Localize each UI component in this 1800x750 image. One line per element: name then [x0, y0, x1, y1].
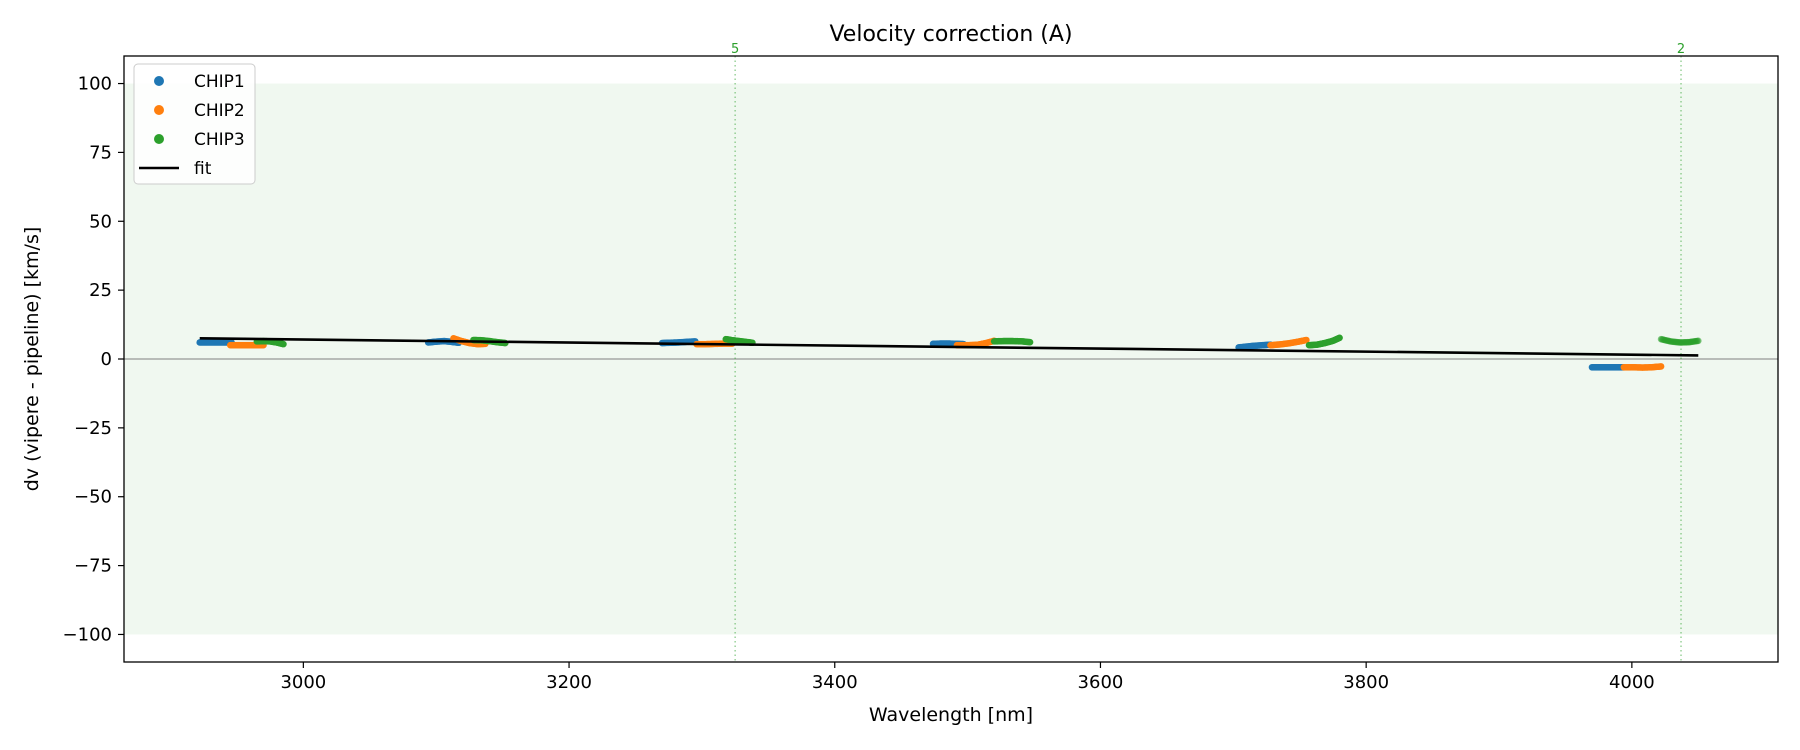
x-tick-label: 3200	[546, 672, 592, 693]
chip3-point	[280, 340, 287, 348]
legend-marker-chip3	[154, 134, 164, 144]
legend-box	[133, 63, 256, 185]
legend-label-fit: fit	[194, 159, 212, 179]
vline-label-1: 5	[731, 42, 739, 57]
y-tick-label: −75	[74, 556, 112, 577]
x-tick-label: 3600	[1078, 672, 1124, 693]
x-tick-label: 3400	[812, 672, 858, 693]
y-tick-label: 75	[89, 142, 112, 163]
chip2-point	[1657, 363, 1665, 370]
legend-marker-chip1	[154, 76, 164, 86]
chip3-point	[1336, 334, 1343, 342]
fit-line	[199, 337, 1699, 357]
y-tick-label: 50	[89, 211, 112, 232]
x-tick-label: 3800	[1343, 672, 1389, 693]
legend-label-chip2: CHIP2	[194, 101, 245, 121]
chip3-point	[1026, 338, 1034, 346]
legend-label-chip3: CHIP3	[194, 130, 245, 150]
y-tick-label: 25	[89, 280, 112, 301]
y-tick-label: −100	[63, 624, 112, 645]
y-axis-label: dv (vipere - pipeline) [km/s]	[21, 227, 43, 492]
chart-title: Velocity correction (A)	[829, 22, 1072, 47]
y-tick-label: −50	[74, 487, 112, 508]
y-tick-label: 100	[78, 74, 112, 95]
legend-marker-chip2	[154, 105, 164, 115]
x-axis-label: Wavelength [nm]	[869, 704, 1033, 726]
x-tick-label: 3000	[280, 672, 326, 693]
vline-label-2: 2	[1677, 42, 1685, 57]
chip3-point	[1694, 337, 1702, 345]
y-tick-label: −25	[74, 418, 112, 439]
y-tick-label: 0	[101, 349, 112, 370]
x-tick-label: 4000	[1609, 672, 1655, 693]
chip2-point	[1303, 336, 1310, 344]
legend-label-chip1: CHIP1	[194, 72, 245, 92]
